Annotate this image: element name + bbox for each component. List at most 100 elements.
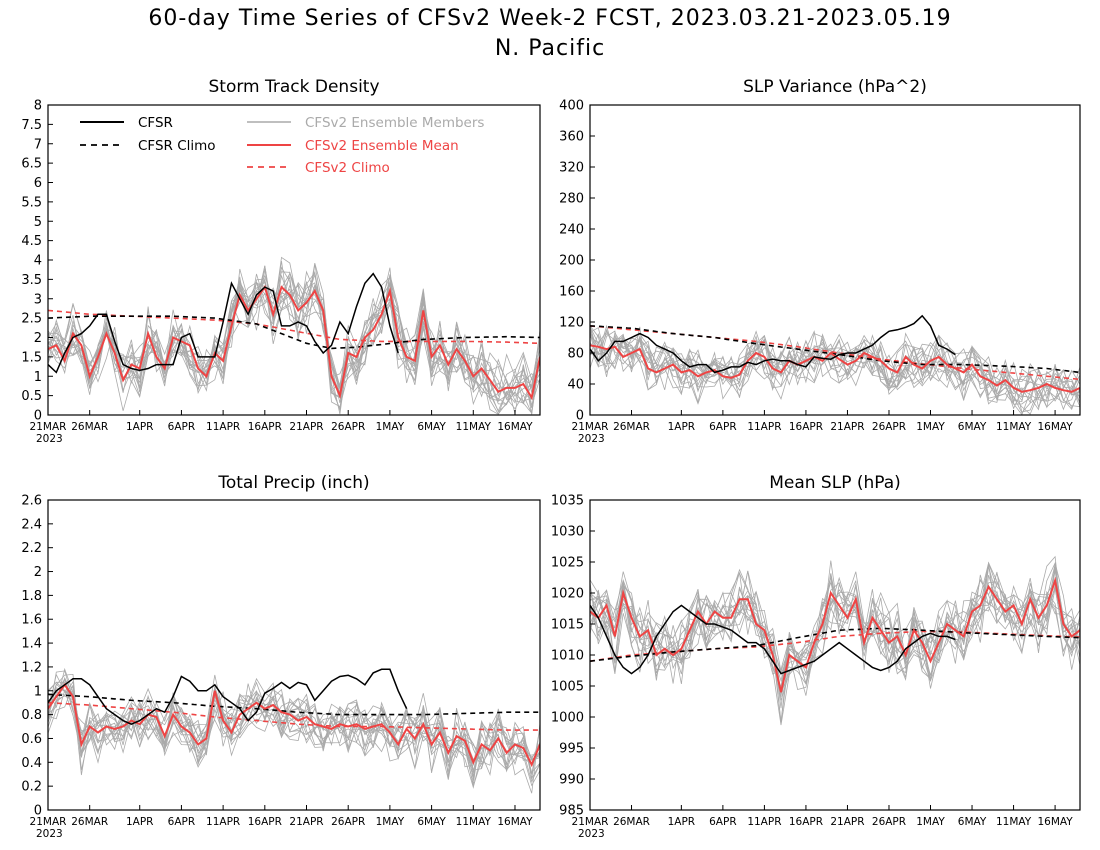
y-tick-label: 1.4 [21,637,42,652]
plot-area [590,555,1080,726]
y-tick-label: 3 [34,292,42,307]
figure-title: 60-day Time Series of CFSv2 Week-2 FCST,… [0,4,1100,64]
y-tick-label: 1 [34,684,42,699]
x-tick-label: 11APR [206,816,240,828]
y-tick-label: 4.5 [21,234,42,249]
ensemble-member-line [48,271,540,415]
x-tick-label: 1MAY [376,816,405,828]
y-tick-label: 1015 [551,618,584,633]
x-year-label: 2023 [578,433,605,445]
panel-title: Total Precip (inch) [217,473,369,493]
y-tick-label: 1.8 [21,589,42,604]
ensemble-member-line [590,565,1080,709]
ensemble-member-line [590,332,1080,415]
y-tick-label: 2.5 [21,312,42,327]
ensemble-member-line [48,265,540,397]
x-year-label: 2023 [578,828,605,840]
legend-label: CFSv2 Ensemble Members [305,115,484,131]
x-tick-label: 11MAY [456,421,492,433]
x-tick-label: 16MAY [497,816,533,828]
series-cfsv2-ensemble-mean [590,576,1080,693]
panel-4: Mean SLP (hPa) 985 990 995 1000 1005 1010 1015 1… [551,473,1081,840]
y-tick-label: 240 [559,223,584,238]
x-tick-label: 21MAR [572,421,609,433]
y-tick-label: 80 [567,347,584,362]
x-tick-label: 6APR [168,816,196,828]
x-tick-label: 16APR [248,421,282,433]
x-tick-label: 26APR [331,816,365,828]
plot-area [590,314,1080,415]
x-tick-label: 6MAY [417,816,446,828]
y-tick-label: 1.2 [21,660,42,675]
y-tick-label: 1 [34,370,42,385]
x-tick-label: 6APR [709,816,737,828]
x-tick-label: 1MAY [916,421,945,433]
x-tick-label: 26MAR [613,816,650,828]
y-tick-label: 1005 [551,680,584,695]
y-tick-label: 1.6 [21,613,42,628]
x-tick-label: 1APR [668,421,696,433]
x-tick-label: 6APR [168,421,196,433]
legend: CFSR CFSR Climo CFSv2 Ensemble Members CFSv… [80,115,484,176]
x-tick-label: 16APR [789,816,823,828]
x-tick-label: 1MAY [376,421,405,433]
figure-title-line2: N. Pacific [494,36,606,61]
x-tick-label: 16MAY [497,421,533,433]
y-tick-label: 280 [559,192,584,207]
y-tick-label: 1030 [551,525,584,540]
y-tick-label: 40 [567,378,584,393]
y-tick-label: 120 [559,316,584,331]
x-tick-label: 11APR [747,816,781,828]
panel-title: SLP Variance (hPa^2) [743,77,927,97]
legend-label: CFSv2 Climo [305,160,390,176]
y-tick-label: 7.5 [21,118,42,133]
y-tick-label: 1.5 [21,350,42,365]
panel-1: Storm Track Density 0 0.5 1 1.5 2 2.5 3 3.5 4 4.5 5… [21,77,541,445]
y-tick-label: 0 [34,409,42,424]
y-tick-label: 0.2 [21,780,42,795]
y-tick-label: 2 [34,331,42,346]
y-tick-label: 1000 [551,711,584,726]
y-tick-label: 0 [34,804,42,819]
panel-3: Total Precip (inch) 0 0.2 0.4 0.6 0.8 1 1.2 1.4 1… [21,473,541,840]
x-tick-label: 21APR [289,816,323,828]
y-tick-label: 320 [559,161,584,176]
y-tick-label: 160 [559,285,584,300]
ensemble-member-line [48,267,540,415]
y-tick-label: 8 [34,99,42,114]
x-tick-label: 16APR [248,816,282,828]
series-cfsv2-climo [48,309,540,345]
x-tick-label: 11APR [206,421,240,433]
x-tick-label: 1APR [668,816,696,828]
series-cfsr [590,604,956,675]
x-tick-label: 26MAR [613,421,650,433]
y-tick-label: 360 [559,130,584,145]
x-tick-label: 11MAY [996,816,1032,828]
series-cfsv2-ensemble-mean [48,683,540,768]
ensemble-member-line [590,326,1080,403]
y-tick-label: 5 [34,215,42,230]
y-tick-label: 400 [559,99,584,114]
y-tick-label: 1020 [551,587,584,602]
plot-frame [47,104,541,416]
y-tick-label: 0.4 [21,756,42,771]
x-tick-label: 26APR [872,421,906,433]
x-tick-label: 26APR [872,816,906,828]
panel-title: Mean SLP (hPa) [769,473,901,493]
y-tick-label: 200 [559,254,584,269]
series-cfsr-climo [590,627,1080,662]
x-tick-label: 16APR [789,421,823,433]
series-cfsr-climo [590,325,1080,374]
legend-label: CFSR [138,115,173,131]
x-tick-label: 6APR [709,421,737,433]
y-tick-label: 3.5 [21,273,42,288]
x-tick-label: 6MAY [417,421,446,433]
y-tick-label: 0.5 [21,389,42,404]
series-cfsr-climo [48,315,540,350]
x-tick-label: 16MAY [1037,421,1073,433]
x-tick-label: 21MAR [30,816,67,828]
ensemble-member-line [48,272,540,405]
x-tick-label: 21MAR [572,816,609,828]
x-tick-label: 16MAY [1037,816,1073,828]
y-tick-label: 4 [34,254,42,269]
